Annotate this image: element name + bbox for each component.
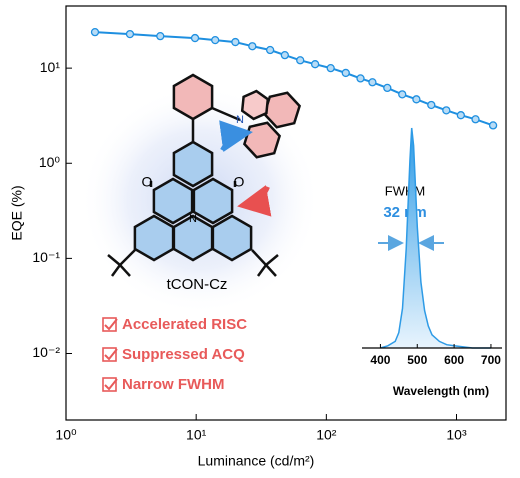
ring <box>211 214 253 262</box>
checkbox <box>102 377 117 392</box>
bond <box>107 254 121 266</box>
bond <box>110 264 122 277</box>
point <box>280 50 289 60</box>
point <box>296 56 305 65</box>
x-tick-label: 10² <box>316 427 337 443</box>
bond <box>119 264 131 277</box>
inset-x-tick-label: 500 <box>407 353 427 367</box>
point <box>190 33 200 43</box>
ring <box>262 91 302 129</box>
checkmark <box>104 318 118 331</box>
point <box>398 90 407 99</box>
atom: N <box>189 213 197 225</box>
point <box>488 121 498 130</box>
checkbox <box>102 347 117 362</box>
bond <box>211 106 241 122</box>
bond <box>119 249 136 266</box>
point <box>383 83 392 93</box>
point <box>341 68 350 78</box>
ring <box>172 140 214 188</box>
checkmark <box>104 378 118 391</box>
point <box>456 111 466 120</box>
y-tick-label: 10⁻¹ <box>32 249 60 265</box>
bond <box>251 249 267 266</box>
point <box>310 60 320 69</box>
feature: Suppressed ACQ <box>122 346 245 363</box>
point <box>368 78 377 87</box>
point <box>265 45 275 55</box>
fwhm-label: FWHM <box>385 183 425 198</box>
x-tick-label: 10¹ <box>186 427 207 443</box>
spectrum-area <box>380 128 491 348</box>
ring <box>192 177 234 225</box>
atom: N <box>236 114 244 126</box>
x-axis-label: Luminance (cd/m²) <box>198 453 315 469</box>
ring <box>152 177 194 225</box>
point <box>442 106 451 115</box>
molecule-name: tCON-Cz <box>167 276 228 293</box>
feature-list: Accelerated RISC Suppressed ACQ Narrow FWH… <box>102 316 247 393</box>
y-axis-label: EQE (%) <box>9 185 25 240</box>
y-tick-label: 10⁻² <box>32 344 60 360</box>
point <box>231 37 240 47</box>
x-tick-label: 10⁰ <box>55 427 77 443</box>
point <box>90 27 100 37</box>
plot-frame <box>65 5 507 421</box>
arrow <box>219 120 253 153</box>
point <box>211 35 220 45</box>
point <box>427 100 436 110</box>
point <box>412 95 421 104</box>
inset-x-tick-label: 600 <box>444 353 464 367</box>
x-tick-label: 10³ <box>446 427 467 443</box>
ring <box>133 214 175 262</box>
y-tick-label: 10¹ <box>40 59 61 75</box>
ring <box>172 73 214 121</box>
spectrum-line <box>380 127 491 349</box>
bond <box>256 264 268 277</box>
atom: O <box>234 174 245 190</box>
point <box>326 63 335 73</box>
checkbox <box>102 317 117 332</box>
inset-x-tick-label: 700 <box>481 353 501 367</box>
bond <box>265 264 277 277</box>
point <box>471 115 480 124</box>
inset-x-label: Wavelength (nm) <box>393 384 489 398</box>
point <box>248 42 257 51</box>
bond <box>265 254 279 266</box>
feature: Narrow FWHM <box>122 376 225 393</box>
feature: Accelerated RISC <box>122 316 247 333</box>
ring <box>240 89 270 121</box>
checkmark <box>104 348 118 361</box>
point <box>356 74 365 83</box>
point <box>156 31 165 41</box>
inset-x-tick-label: 400 <box>370 353 390 367</box>
arrow <box>237 185 272 217</box>
fwhm-value: 32 nm <box>383 204 426 221</box>
point <box>125 29 135 39</box>
y-tick-label: 10⁰ <box>39 154 61 170</box>
atom: O <box>142 174 153 190</box>
molecule: O O N N <box>107 73 302 277</box>
